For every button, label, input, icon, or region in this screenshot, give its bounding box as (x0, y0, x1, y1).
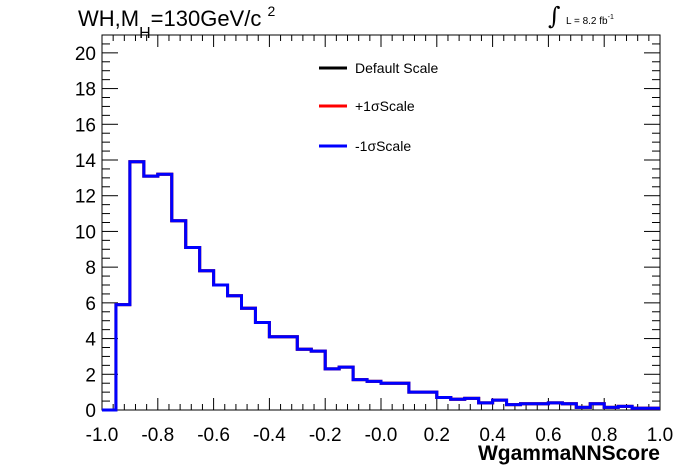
series-line-1 (102, 160, 660, 412)
y-tick-label: 6 (85, 294, 96, 315)
y-tick-label: 16 (75, 115, 96, 136)
y-tick-label: 10 (75, 222, 96, 243)
x-tick-label: 0.8 (591, 425, 617, 446)
axis-tick-labels: -1.0 -0.8 -0.6 -0.4 -0.2 -0.0 0.2 0.4 0.6 0.8 1.0 0… (75, 44, 673, 446)
series-line-3 (102, 160, 660, 412)
series-lines (102, 160, 660, 412)
chart-title: WH,MH=130GeV/c 2 (78, 3, 276, 42)
y-tick-label: 2 (85, 365, 96, 386)
series-line-2 (102, 160, 660, 412)
y-tick-label: 8 (85, 258, 96, 279)
legend-label: Default Scale (355, 60, 438, 76)
x-tick-label: 0.4 (479, 425, 506, 446)
title-superscript: 2 (267, 3, 276, 19)
x-tick-label: -0.0 (365, 425, 398, 446)
y-tick-label: 0 (85, 401, 96, 422)
legend-label: -1σScale (355, 138, 411, 154)
y-tick-label: 12 (75, 187, 96, 208)
x-tick-label: -0.8 (141, 425, 174, 446)
y-tick-label: 4 (85, 330, 96, 351)
y-tick-label: 18 (75, 80, 96, 101)
x-tick-label: -1.0 (86, 425, 119, 446)
axis-ticks (101, 34, 661, 411)
x-tick-label: -0.4 (253, 425, 286, 446)
x-tick-label: -0.6 (197, 425, 230, 446)
y-tick-label: 20 (75, 44, 96, 65)
x-tick-label: 0.6 (535, 425, 561, 446)
title-prefix: WH,M (78, 6, 140, 31)
integral-icon: ∫ (548, 2, 561, 30)
legend-label: +1σScale (355, 98, 415, 114)
lumi-superscript: -1 (607, 14, 614, 21)
luminosity-label: ∫ L = 8.2 fb-1 (548, 2, 614, 30)
x-axis-label: WgammaNNScore (478, 442, 660, 465)
y-tick-label: 14 (75, 151, 97, 172)
x-tick-label: 0.2 (424, 425, 450, 446)
legend: Default Scale +1σScale -1σScale (319, 60, 438, 154)
title-subscript: H (139, 25, 151, 42)
title-suffix: =130GeV/c (150, 6, 262, 31)
x-tick-label: 1.0 (647, 425, 673, 446)
lumi-text: L = 8.2 fb (566, 16, 608, 27)
x-tick-label: -0.2 (309, 425, 342, 446)
